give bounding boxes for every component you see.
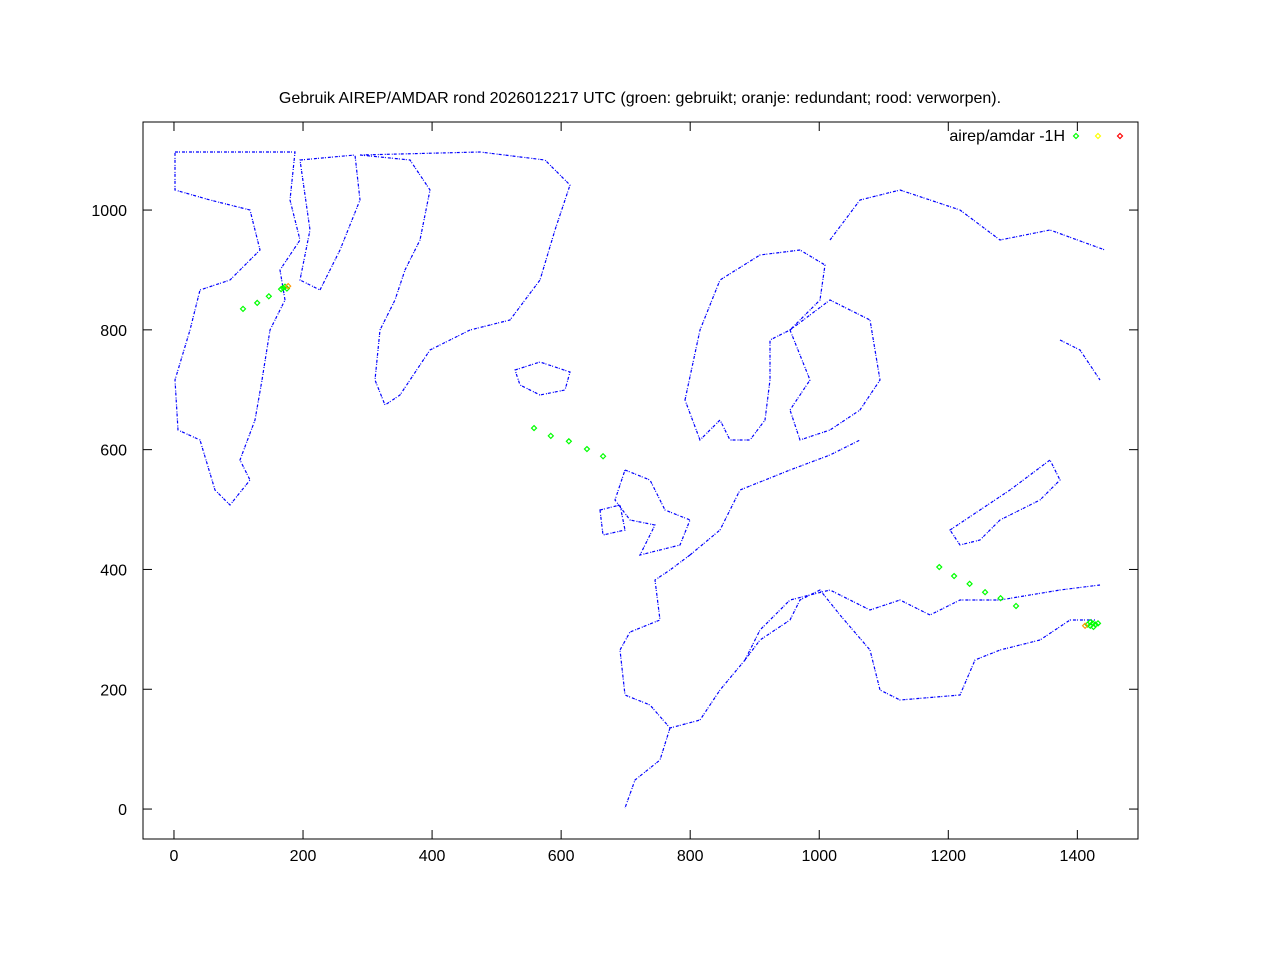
axis-ticks: 0 200 400 600 800 1000 1200 1400 0 200 400 600 800 10… [91, 122, 1138, 865]
used-point [265, 292, 273, 300]
x-tick-label: 1400 [1060, 848, 1096, 865]
y-tick-label: 600 [100, 443, 127, 460]
coastline [744, 584, 1101, 661]
x-tick-label: 1200 [930, 848, 966, 865]
used-point [565, 437, 573, 445]
y-tick-label: 1000 [91, 203, 127, 220]
used-point [981, 588, 989, 596]
legend-rejected-mark [1116, 132, 1124, 140]
y-tick-label: 200 [100, 682, 127, 699]
legend-used-mark [1072, 132, 1080, 140]
plot-frame [142, 121, 1139, 840]
used-point [1086, 618, 1094, 626]
coastline [789, 299, 881, 441]
data-points [239, 282, 1102, 631]
legend-label: airep/amdar -1H [949, 128, 1065, 145]
coastline [1059, 339, 1101, 381]
coastline [624, 727, 671, 809]
coastline [684, 249, 826, 442]
coastline [689, 439, 861, 556]
legend-redundant-mark [1094, 132, 1102, 140]
used-point [599, 452, 607, 460]
x-tick-label: 200 [290, 848, 317, 865]
coastline [619, 554, 1095, 729]
y-tick-label: 0 [118, 802, 127, 819]
used-point [547, 432, 555, 440]
used-point [1094, 620, 1102, 627]
used-point [966, 580, 973, 588]
x-tick-label: 600 [548, 848, 575, 865]
coastline [949, 459, 1061, 546]
redundant-point [1081, 622, 1089, 630]
used-point [935, 563, 943, 571]
used-point [279, 284, 287, 292]
used-point [583, 445, 591, 453]
coastline [514, 361, 571, 396]
coastline [599, 504, 626, 536]
x-tick-label: 1000 [801, 848, 837, 865]
x-tick-label: 800 [677, 848, 704, 865]
coastline [614, 469, 691, 556]
coastline [829, 189, 1106, 251]
used-point [530, 424, 538, 432]
y-tick-label: 400 [100, 562, 127, 579]
x-tick-label: 400 [419, 848, 446, 865]
coastline [299, 154, 361, 291]
y-tick-label: 800 [100, 323, 127, 340]
legend: airep/amdar -1H [949, 128, 1124, 145]
used-point [1012, 602, 1020, 610]
used-point [253, 299, 261, 307]
used-point [1090, 623, 1097, 631]
used-point [950, 572, 958, 580]
used-point [239, 305, 247, 313]
used-point [277, 285, 285, 293]
x-tick-label: 0 [170, 848, 179, 865]
used-point [997, 594, 1004, 602]
coastline-map [174, 151, 1106, 809]
coastline [359, 151, 571, 406]
coastline [174, 151, 301, 506]
redundant-point [284, 282, 292, 290]
chart-title: Gebruik AIREP/AMDAR rond 2026012217 UTC … [279, 90, 1001, 107]
